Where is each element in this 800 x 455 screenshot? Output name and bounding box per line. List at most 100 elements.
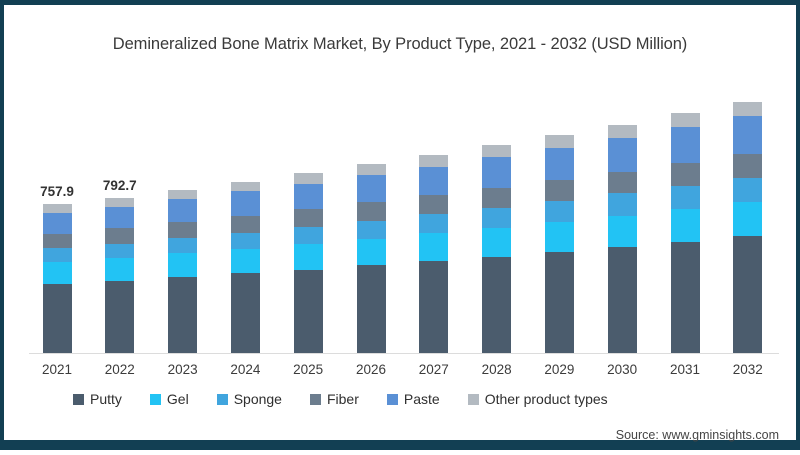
x-axis-label-2027: 2027 — [418, 362, 449, 377]
bar-segment-gel-2029 — [544, 221, 574, 252]
bar-segment-other-product-types-2023 — [168, 189, 198, 200]
bar-segment-gel-2032 — [733, 202, 763, 237]
bar-segment-paste-2021 — [42, 213, 72, 234]
bar-segment-paste-2026 — [356, 175, 386, 203]
legend-item-gel: Gel — [149, 391, 189, 407]
bar-segment-gel-2024 — [230, 248, 260, 274]
bar-segment-other-product-types-2026 — [356, 164, 386, 176]
bar-segment-gel-2031 — [670, 209, 700, 242]
bar-segment-fiber-2031 — [670, 163, 700, 186]
bar-2023 — [168, 189, 198, 353]
bar-segment-sponge-2032 — [733, 177, 763, 203]
x-axis-label-2031: 2031 — [669, 362, 701, 377]
bar-segment-sponge-2026 — [356, 220, 386, 239]
bar-2024 — [230, 181, 260, 353]
bar-segment-putty-2027 — [419, 261, 449, 353]
x-axis-label-2023: 2023 — [167, 362, 198, 377]
bar-segment-putty-2022 — [105, 281, 135, 353]
bar-segment-putty-2024 — [230, 273, 260, 353]
bar-2031 — [670, 113, 700, 353]
bar-segment-sponge-2031 — [670, 185, 700, 210]
legend-label: Fiber — [326, 391, 359, 407]
legend-swatch-icon — [216, 393, 228, 405]
legend: Putty Gel Sponge Fiber Paste Other product ty… — [73, 391, 608, 407]
x-axis-line — [29, 353, 779, 354]
bar-segment-putty-2030 — [607, 247, 637, 353]
bar-segment-putty-2026 — [356, 265, 386, 353]
bar-segment-sponge-2027 — [419, 214, 449, 234]
bar-segment-fiber-2025 — [293, 209, 323, 227]
legend-swatch-icon — [309, 393, 321, 405]
bar-segment-gel-2022 — [105, 258, 135, 282]
bar-segment-fiber-2022 — [105, 228, 135, 244]
bar-segment-paste-2031 — [670, 127, 700, 164]
bar-segment-other-product-types-2025 — [293, 173, 323, 184]
bar-segment-paste-2028 — [482, 157, 512, 188]
bar-2029 — [544, 135, 574, 353]
bar-segment-other-product-types-2031 — [670, 113, 700, 128]
x-axis-label-2025: 2025 — [293, 362, 324, 377]
bar-segment-gel-2028 — [482, 227, 512, 257]
bar-value-label-2022: 792.7 — [102, 177, 137, 193]
bar-segment-fiber-2030 — [607, 171, 637, 194]
x-axis-label-2032: 2032 — [732, 362, 763, 377]
x-axis-label-2022: 2022 — [104, 362, 135, 377]
legend-item-other-product-types: Other product types — [467, 391, 608, 407]
bar-segment-paste-2029 — [544, 147, 574, 181]
bar-segment-fiber-2021 — [42, 233, 72, 249]
bar-segment-gel-2026 — [356, 238, 386, 266]
bar-2027 — [419, 155, 449, 353]
bar-segment-fiber-2029 — [544, 180, 574, 201]
bar-segment-putty-2025 — [293, 269, 323, 353]
bar-segment-fiber-2023 — [168, 221, 198, 239]
bar-segment-putty-2032 — [733, 236, 763, 353]
bar-segment-sponge-2021 — [42, 248, 72, 263]
x-axis-label-2024: 2024 — [230, 362, 261, 377]
bar-segment-sponge-2022 — [105, 243, 135, 259]
bar-value-label-2021: 757.9 — [40, 184, 74, 200]
bar-segment-gel-2030 — [607, 215, 637, 248]
legend-label: Sponge — [233, 391, 282, 407]
bar-segment-sponge-2030 — [607, 193, 637, 216]
bar-segment-other-product-types-2022 — [105, 197, 135, 207]
bar-segment-putty-2021 — [42, 284, 72, 353]
bar-2025 — [293, 173, 323, 353]
bar-segment-gel-2025 — [293, 243, 323, 270]
legend-item-paste: Paste — [386, 391, 440, 407]
bar-segment-other-product-types-2029 — [544, 135, 574, 148]
bar-segment-fiber-2026 — [356, 202, 386, 221]
bar-segment-gel-2023 — [168, 253, 198, 278]
legend-label: Putty — [90, 391, 122, 407]
bar-segment-fiber-2032 — [733, 154, 763, 178]
legend-item-sponge: Sponge — [216, 391, 282, 407]
bar-segment-fiber-2024 — [230, 215, 260, 233]
legend-label: Other product types — [484, 391, 608, 407]
x-axis-label-2026: 2026 — [355, 362, 387, 377]
bar-segment-other-product-types-2028 — [482, 145, 512, 158]
bar-segment-putty-2028 — [482, 256, 512, 353]
x-axis-label-2030: 2030 — [607, 362, 638, 377]
bar-segment-gel-2027 — [419, 233, 449, 262]
x-axis-label-2029: 2029 — [544, 362, 575, 377]
bar-segment-paste-2024 — [230, 191, 260, 216]
legend-swatch-icon — [467, 393, 479, 405]
bar-segment-other-product-types-2030 — [607, 124, 637, 138]
bar-segment-paste-2022 — [105, 206, 135, 229]
x-axis-label-2028: 2028 — [481, 362, 512, 377]
bar-2028 — [482, 145, 512, 353]
bar-segment-putty-2023 — [168, 277, 198, 353]
bar-segment-paste-2030 — [607, 137, 637, 172]
bar-segment-fiber-2027 — [419, 195, 449, 215]
source-attribution: Source: www.gminsights.com — [615, 428, 779, 442]
bar-2030 — [607, 124, 637, 353]
bar-2032 — [733, 101, 763, 353]
bar-segment-fiber-2028 — [482, 187, 512, 208]
bar-segment-other-product-types-2032 — [733, 101, 763, 116]
bar-2021 — [42, 204, 72, 353]
legend-item-fiber: Fiber — [309, 391, 359, 407]
legend-swatch-icon — [73, 393, 84, 405]
bar-segment-paste-2025 — [293, 183, 323, 210]
legend-item-putty: Putty — [73, 391, 122, 407]
legend-swatch-icon — [386, 393, 398, 405]
